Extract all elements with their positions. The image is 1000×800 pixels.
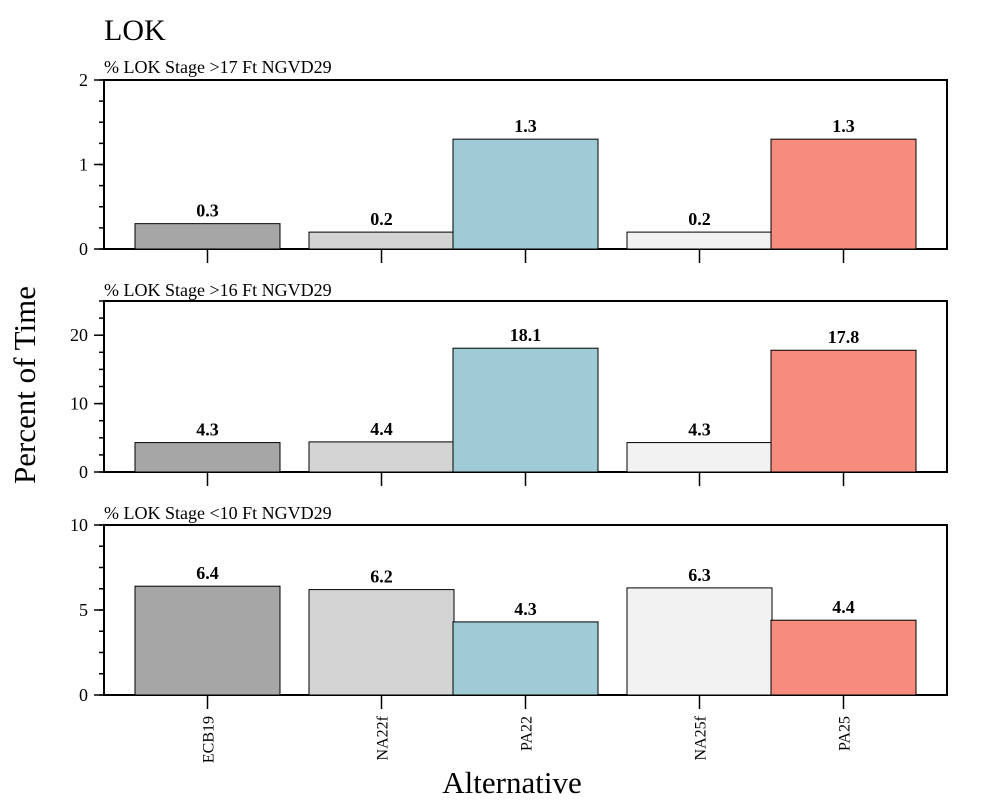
x-category-labels: ECB19 NA22f PA22 NA25f PA25 xyxy=(201,715,854,763)
bar-pa25 xyxy=(770,619,917,696)
panel-2-x-ticks xyxy=(206,472,845,486)
bar-value-label: 4.3 xyxy=(196,420,219,440)
y-tick-label: 5 xyxy=(79,600,88,620)
x-tick-label: NA22f xyxy=(375,715,392,760)
bar-value-label: 4.3 xyxy=(688,420,711,440)
y-tick-label: 0 xyxy=(79,685,88,705)
panel-1-y-axis: 0 1 2 xyxy=(79,70,104,259)
panel-1-bars: 0.3 0.2 1.3 0.2 1.3 xyxy=(134,116,917,250)
bar-pa25 xyxy=(770,349,917,473)
bar-pa22 xyxy=(452,138,599,250)
panel-2-title: % LOK Stage >16 Ft NGVD29 xyxy=(104,280,332,300)
panel-3-title: % LOK Stage <10 Ft NGVD29 xyxy=(104,503,332,523)
panel-3-x-ticks xyxy=(206,695,845,709)
x-axis-label: Alternative xyxy=(442,765,581,800)
bar-na25f xyxy=(626,587,773,696)
bar-ecb19 xyxy=(134,585,281,696)
y-tick-label: 20 xyxy=(70,325,88,345)
panel-3-y-axis: 0 5 10 xyxy=(70,515,104,705)
panel-2: % LOK Stage >16 Ft NGVD29 0 10 20 4.3 4.4 18… xyxy=(70,280,948,486)
bar-pa25 xyxy=(770,138,917,250)
bar-value-label: 6.2 xyxy=(370,567,393,587)
bar-ecb19 xyxy=(134,442,281,473)
bar-na22f xyxy=(308,441,455,473)
y-axis-label: Percent of Time xyxy=(7,286,42,484)
bar-value-label: 18.1 xyxy=(510,325,542,345)
panel-1-title: % LOK Stage >17 Ft NGVD29 xyxy=(104,57,332,77)
bar-na22f xyxy=(308,231,455,250)
x-tick-label: PA25 xyxy=(837,716,854,751)
y-tick-label: 2 xyxy=(79,70,88,90)
bar-value-label: 0.2 xyxy=(370,209,393,229)
bar-value-label: 4.4 xyxy=(832,597,855,617)
x-tick-label: ECB19 xyxy=(201,716,218,763)
bar-pa22 xyxy=(452,347,599,473)
bar-value-label: 17.8 xyxy=(828,327,860,347)
x-tick-label: PA22 xyxy=(519,716,536,751)
panel-2-bars: 4.3 4.4 18.1 4.3 17.8 xyxy=(134,325,917,473)
bar-pa22 xyxy=(452,621,599,696)
y-tick-label: 1 xyxy=(79,155,88,175)
bar-na25f xyxy=(626,231,773,250)
bar-value-label: 1.3 xyxy=(514,116,537,136)
y-tick-label: 0 xyxy=(79,239,88,259)
bar-value-label: 1.3 xyxy=(832,116,855,136)
x-tick-label: NA25f xyxy=(693,715,710,760)
bar-ecb19 xyxy=(134,223,281,250)
panel-2-y-axis: 0 10 20 xyxy=(70,300,104,482)
panel-1-x-ticks xyxy=(206,249,845,263)
bar-value-label: 0.3 xyxy=(196,201,219,221)
bar-na25f xyxy=(626,442,773,473)
bar-na22f xyxy=(308,589,455,696)
y-tick-label: 10 xyxy=(70,515,88,535)
bar-value-label: 6.4 xyxy=(196,563,219,583)
y-tick-label: 10 xyxy=(70,394,88,414)
bar-value-label: 4.4 xyxy=(370,419,393,439)
panel-3: % LOK Stage <10 Ft NGVD29 0 5 10 6.4 6.2 4.3… xyxy=(70,503,948,709)
panel-3-bars: 6.4 6.2 4.3 6.3 4.4 xyxy=(134,563,917,696)
bar-value-label: 6.3 xyxy=(688,565,711,585)
y-tick-label: 0 xyxy=(79,462,88,482)
chart-title: LOK xyxy=(104,14,166,47)
panel-1: % LOK Stage >17 Ft NGVD29 012 0.3 0.21.30… xyxy=(79,57,948,263)
bar-value-label: 0.2 xyxy=(688,209,711,229)
bar-value-label: 4.3 xyxy=(514,599,537,619)
